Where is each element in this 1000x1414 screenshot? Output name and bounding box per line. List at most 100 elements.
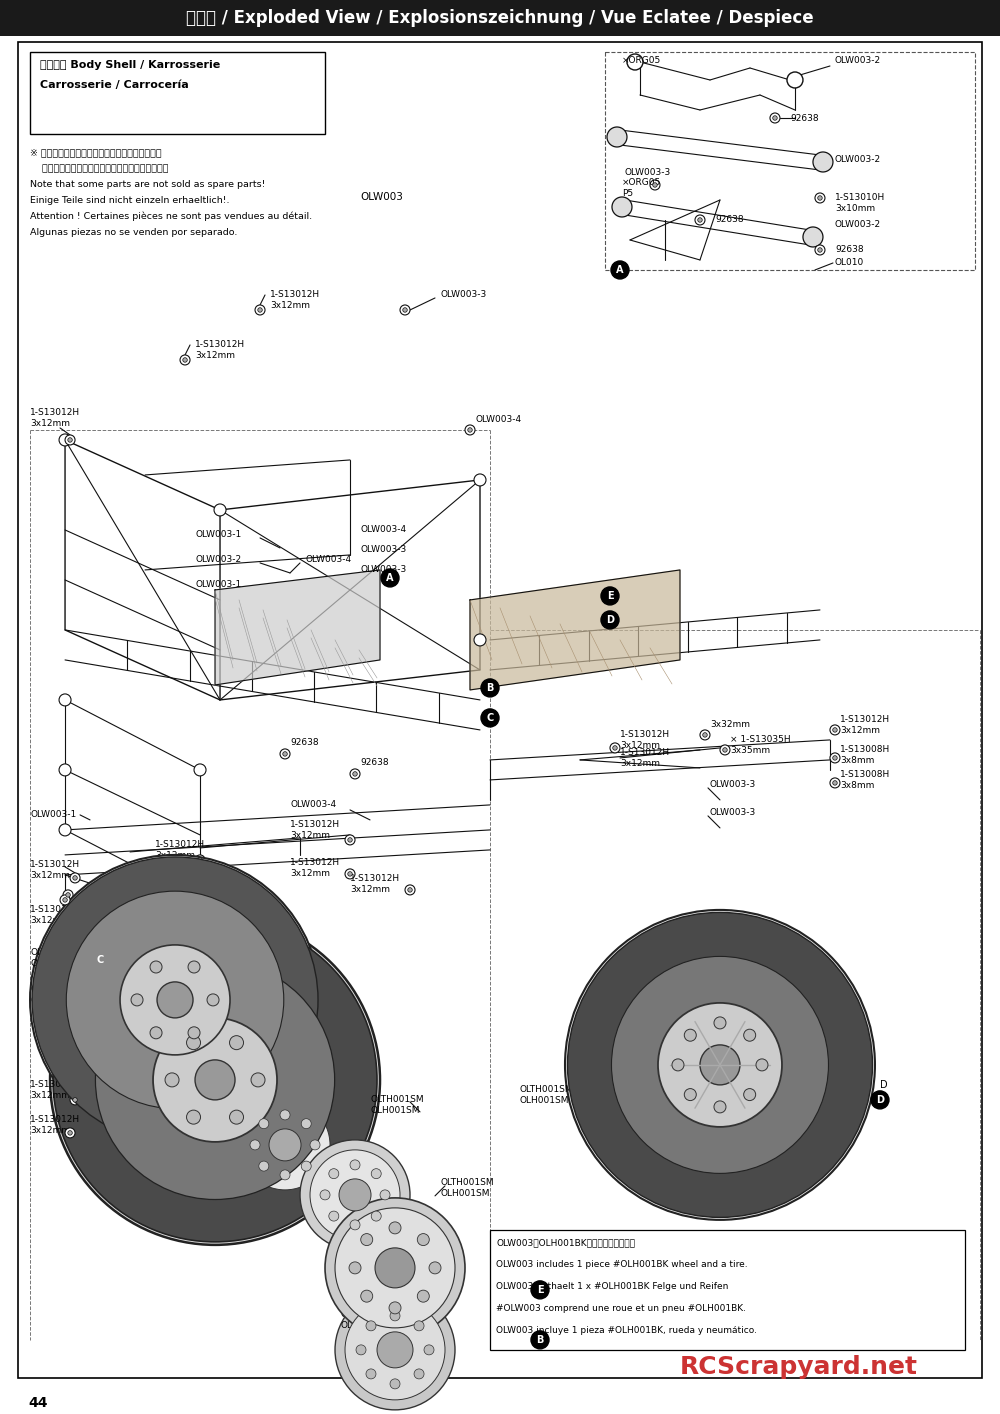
Circle shape [601, 587, 619, 605]
Text: 1-S13012H
3x12mm: 1-S13012H 3x12mm [620, 748, 670, 768]
Text: OLTH001SM /
OLH001SM /
1-S13008H
3x8mm: OLTH001SM / OLH001SM / 1-S13008H 3x8mm [155, 1104, 215, 1147]
Text: OLW003-1: OLW003-1 [30, 810, 76, 819]
Text: ボディ／ Body Shell / Karrosserie: ボディ／ Body Shell / Karrosserie [40, 59, 220, 71]
Circle shape [389, 1222, 401, 1234]
Circle shape [813, 151, 833, 173]
Circle shape [353, 772, 357, 776]
Text: 1-S13010H
3x10mm: 1-S13010H 3x10mm [835, 192, 885, 214]
Circle shape [150, 1027, 162, 1039]
Text: OLW003-1: OLW003-1 [100, 962, 146, 971]
Circle shape [345, 834, 355, 846]
Text: OLW003-4: OLW003-4 [475, 414, 521, 424]
Circle shape [468, 427, 472, 433]
Circle shape [348, 871, 352, 877]
Circle shape [815, 192, 825, 204]
Text: OLTH001SM
OLT001: OLTH001SM OLT001 [30, 947, 84, 969]
Circle shape [627, 54, 643, 71]
Circle shape [283, 752, 287, 756]
Text: 92638: 92638 [360, 758, 389, 766]
Circle shape [773, 116, 777, 120]
Ellipse shape [611, 956, 828, 1174]
Text: 92638: 92638 [790, 115, 819, 123]
Text: C: C [486, 713, 494, 723]
Circle shape [301, 1118, 311, 1128]
Circle shape [658, 1003, 782, 1127]
Circle shape [120, 945, 230, 1055]
Text: C: C [96, 954, 104, 964]
Circle shape [65, 436, 75, 445]
Circle shape [335, 1290, 455, 1410]
Circle shape [187, 1110, 201, 1124]
Circle shape [70, 872, 80, 882]
Text: OLW003-2: OLW003-2 [835, 221, 881, 229]
Circle shape [255, 305, 265, 315]
Circle shape [429, 1261, 441, 1274]
Circle shape [345, 870, 355, 880]
Circle shape [400, 305, 410, 315]
Circle shape [818, 195, 822, 201]
Text: OLW003-1: OLW003-1 [195, 580, 241, 590]
Circle shape [310, 1140, 320, 1150]
Circle shape [684, 1089, 696, 1100]
Circle shape [815, 245, 825, 255]
Circle shape [280, 1169, 290, 1179]
Text: 1-S13012H
3x12mm: 1-S13012H 3x12mm [30, 905, 80, 925]
Circle shape [601, 611, 619, 629]
Text: OLTH001SM
OLH001SM: OLTH001SM OLH001SM [370, 1094, 424, 1116]
Circle shape [60, 895, 70, 905]
Circle shape [180, 355, 190, 365]
Circle shape [381, 568, 399, 587]
Circle shape [703, 732, 707, 737]
Circle shape [59, 694, 71, 706]
Circle shape [389, 1302, 401, 1314]
Circle shape [403, 308, 407, 312]
Circle shape [371, 1169, 381, 1179]
Circle shape [194, 764, 206, 776]
Circle shape [350, 1159, 360, 1169]
Circle shape [672, 1059, 684, 1070]
Circle shape [698, 218, 702, 222]
Circle shape [366, 1369, 376, 1379]
Text: ×ORG05: ×ORG05 [622, 57, 661, 65]
Circle shape [157, 981, 193, 1018]
Circle shape [329, 1212, 339, 1222]
Circle shape [198, 933, 202, 937]
Text: OLTH001SM
OLT001: OLTH001SM OLT001 [30, 986, 84, 1005]
Text: A: A [386, 573, 394, 583]
Circle shape [198, 888, 202, 892]
Circle shape [531, 1281, 549, 1299]
Circle shape [250, 1140, 260, 1150]
Circle shape [269, 1128, 301, 1161]
Circle shape [198, 858, 202, 863]
Circle shape [70, 1094, 80, 1104]
Circle shape [830, 752, 840, 764]
Text: #OLW003 comprend une roue et un pneu #OLH001BK.: #OLW003 comprend une roue et un pneu #OL… [496, 1304, 746, 1312]
Circle shape [251, 1073, 265, 1087]
Circle shape [335, 1208, 455, 1328]
Circle shape [371, 1212, 381, 1222]
Circle shape [700, 1045, 740, 1085]
Bar [605, 52, 975, 270]
Circle shape [350, 1220, 360, 1230]
Text: 1-S13012H
3x12mm: 1-S13012H 3x12mm [30, 1080, 80, 1100]
Circle shape [723, 748, 727, 752]
Text: OLW003-3: OLW003-3 [360, 544, 406, 554]
Text: OLW003 incluye 1 pieza #OLH001BK, rueda y neumático.: OLW003 incluye 1 pieza #OLH001BK, rueda … [496, 1326, 757, 1335]
Text: RCScrapyard.net: RCScrapyard.net [680, 1355, 918, 1379]
Text: 1-S13012H
3x12mm: 1-S13012H 3x12mm [195, 339, 245, 361]
Text: Einige Teile sind nicht einzeln erhaeltlich!.: Einige Teile sind nicht einzeln erhaeltl… [30, 197, 230, 205]
Circle shape [207, 994, 219, 1005]
Circle shape [714, 1017, 726, 1029]
Circle shape [481, 679, 499, 697]
Circle shape [339, 1179, 371, 1210]
Circle shape [803, 228, 823, 247]
Circle shape [361, 1290, 373, 1302]
Circle shape [195, 930, 205, 940]
Bar [30, 52, 325, 134]
Text: OLW003 includes 1 piece #OLH001BK wheel and a tire.: OLW003 includes 1 piece #OLH001BK wheel … [496, 1260, 748, 1268]
Circle shape [366, 1321, 376, 1331]
Circle shape [59, 954, 71, 966]
Ellipse shape [32, 857, 318, 1143]
Text: 1-S13012H
3x12mm: 1-S13012H 3x12mm [350, 874, 400, 894]
Circle shape [59, 434, 71, 445]
